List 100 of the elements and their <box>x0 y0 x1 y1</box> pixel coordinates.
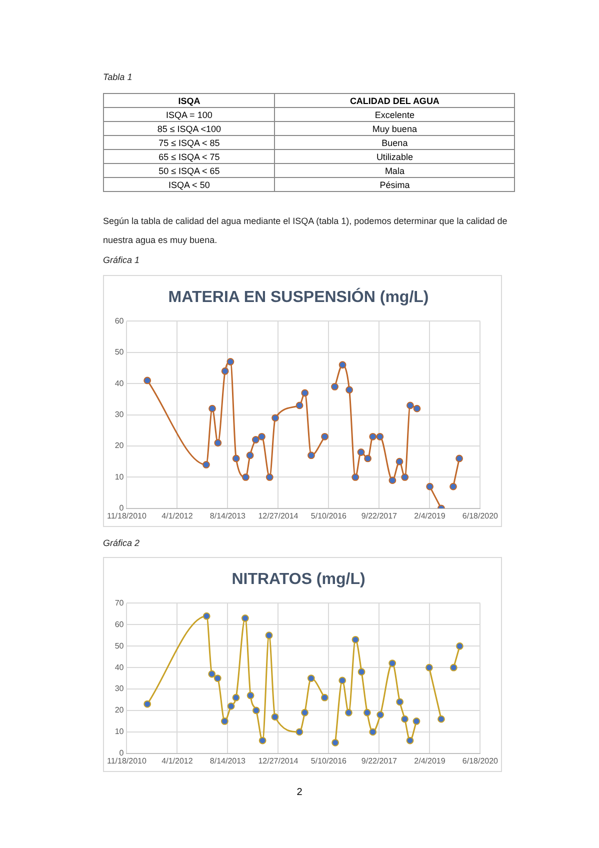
point <box>272 414 279 422</box>
point <box>352 636 360 644</box>
text: Tabla 1 <box>103 72 132 82</box>
point <box>388 660 396 667</box>
point <box>308 452 315 460</box>
point <box>412 718 420 725</box>
y-tick-label: 0 <box>119 504 124 513</box>
point <box>214 674 222 682</box>
x-tick-label: 4/1/2012 <box>162 756 194 766</box>
text: ISQA < 50 <box>168 180 210 190</box>
point <box>252 436 260 444</box>
text: Excelente <box>374 110 414 120</box>
x-tick-label: 11/18/2010 <box>106 511 147 520</box>
point <box>307 674 315 682</box>
point <box>396 698 404 706</box>
point <box>320 694 328 702</box>
point <box>144 700 152 708</box>
y-tick-label: 30 <box>114 410 124 420</box>
y-tick-label: 60 <box>114 620 124 629</box>
text: Gráfica 1 <box>103 255 140 265</box>
x-tick-label: 11/18/2010 <box>106 756 147 766</box>
point <box>220 718 228 725</box>
point <box>246 692 254 700</box>
point <box>363 708 371 716</box>
point <box>214 439 222 447</box>
point <box>357 448 365 456</box>
x-tick-label: 9/22/2017 <box>361 511 398 520</box>
point <box>242 474 250 481</box>
text: Mala <box>384 166 404 176</box>
point <box>345 708 352 716</box>
chart-title: MATERIA EN SUSPENSIÓN (mg/L) <box>168 287 429 306</box>
x-tick-label: 12/27/2014 <box>258 756 299 766</box>
point <box>296 402 304 410</box>
point <box>321 432 328 440</box>
point <box>352 474 360 481</box>
point <box>202 461 210 468</box>
point <box>376 711 384 718</box>
text: Pésima <box>380 180 410 190</box>
y-tick-label: 40 <box>114 662 124 672</box>
x-tick-label: 12/27/2014 <box>258 511 299 520</box>
y-tick-label: 20 <box>114 441 124 450</box>
point <box>208 404 216 412</box>
text: Buena <box>382 138 408 148</box>
point <box>438 715 445 723</box>
x-tick-label: 2/4/2019 <box>414 511 446 520</box>
point <box>406 736 414 744</box>
point <box>226 358 234 366</box>
point <box>266 474 274 481</box>
point <box>258 432 266 440</box>
point <box>369 432 377 440</box>
y-tick-label: 20 <box>114 706 124 715</box>
point <box>301 708 308 716</box>
point <box>396 458 404 466</box>
point <box>301 389 309 397</box>
x-tick-label: 8/14/2013 <box>210 756 246 766</box>
x-tick-label: 8/14/2013 <box>210 511 246 520</box>
point <box>450 482 457 490</box>
y-tick-label: 30 <box>114 684 124 694</box>
x-tick-label: 6/18/2020 <box>462 511 499 520</box>
point <box>426 482 434 490</box>
text: Gráfica 2 <box>103 538 140 548</box>
x-tick-label: 5/10/2016 <box>310 511 348 520</box>
point <box>227 702 235 710</box>
x-tick-label: 9/22/2017 <box>361 756 398 766</box>
text: 65 ≤ ISQA < 75 <box>158 152 220 162</box>
point <box>271 713 279 721</box>
y-tick-label: 10 <box>114 472 124 482</box>
y-tick-label: 50 <box>114 348 124 357</box>
point <box>265 632 273 640</box>
point <box>296 728 304 736</box>
text: Según la tabla de calidad del agua mediante el ISQA (tabla 1), podemos determinar que la calidad de nuestra agua es muy buena. <box>103 215 508 247</box>
point <box>450 664 458 672</box>
point <box>413 404 421 412</box>
point <box>401 715 408 723</box>
point <box>232 454 240 462</box>
category-label: ISQA <box>104 94 275 108</box>
point <box>246 452 254 460</box>
point <box>252 706 260 714</box>
point <box>144 376 152 384</box>
point <box>369 728 377 736</box>
point <box>406 402 414 410</box>
point <box>332 738 339 746</box>
text: Muy buena <box>372 124 417 134</box>
point <box>202 612 210 620</box>
text: 85 ≤ ISQA <100 <box>157 124 222 134</box>
y-tick-label: 10 <box>114 727 124 736</box>
point <box>388 476 396 484</box>
y-tick-label: 0 <box>119 748 124 758</box>
point <box>456 454 463 462</box>
point <box>331 383 338 390</box>
point <box>426 664 433 672</box>
x-tick-label: 5/10/2016 <box>310 756 348 766</box>
text: ISQA = 100 <box>166 110 212 120</box>
point <box>258 736 266 744</box>
point <box>376 432 384 440</box>
point <box>208 670 216 678</box>
point <box>364 454 372 462</box>
y-tick-label: 60 <box>114 316 124 326</box>
point <box>338 361 346 369</box>
text: Utilizable <box>376 152 413 162</box>
